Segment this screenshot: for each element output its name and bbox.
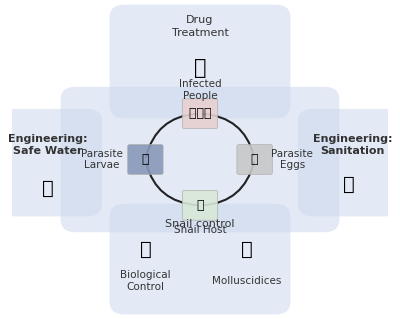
Text: Snail Host: Snail Host xyxy=(174,225,226,235)
FancyBboxPatch shape xyxy=(128,145,163,174)
Text: Infected
People: Infected People xyxy=(179,79,221,101)
FancyBboxPatch shape xyxy=(0,109,102,216)
FancyArrowPatch shape xyxy=(146,114,196,157)
FancyBboxPatch shape xyxy=(298,109,400,216)
FancyArrowPatch shape xyxy=(146,164,197,205)
FancyArrowPatch shape xyxy=(203,114,254,155)
Text: Engineering:
Safe Water: Engineering: Safe Water xyxy=(8,134,87,157)
Text: 🔬: 🔬 xyxy=(142,153,149,166)
FancyBboxPatch shape xyxy=(110,4,290,118)
Text: 🥤: 🥤 xyxy=(42,178,53,197)
Text: 🦐: 🦐 xyxy=(140,240,151,259)
FancyBboxPatch shape xyxy=(182,190,218,220)
Text: Drug
Treatment: Drug Treatment xyxy=(172,16,228,38)
FancyBboxPatch shape xyxy=(61,87,339,232)
Text: Engineering:
Sanitation: Engineering: Sanitation xyxy=(313,134,392,157)
Text: 🌿: 🌿 xyxy=(241,240,253,259)
Text: Parasite
Larvae: Parasite Larvae xyxy=(81,149,123,170)
Text: Snail control: Snail control xyxy=(165,219,235,229)
Text: Parasite
Eggs: Parasite Eggs xyxy=(271,149,313,170)
Text: 🐌: 🐌 xyxy=(196,199,204,212)
FancyArrowPatch shape xyxy=(204,162,254,205)
Text: Biological
Control: Biological Control xyxy=(120,271,171,292)
FancyBboxPatch shape xyxy=(110,204,290,315)
Text: 🧑‍🤝‍🧑: 🧑‍🤝‍🧑 xyxy=(189,107,211,120)
FancyBboxPatch shape xyxy=(237,145,272,174)
Text: 💊: 💊 xyxy=(194,58,206,78)
Text: 🚽: 🚽 xyxy=(343,175,355,194)
FancyBboxPatch shape xyxy=(182,99,218,129)
Text: 🪨: 🪨 xyxy=(251,153,258,166)
Text: Molluscidices: Molluscidices xyxy=(212,276,282,286)
